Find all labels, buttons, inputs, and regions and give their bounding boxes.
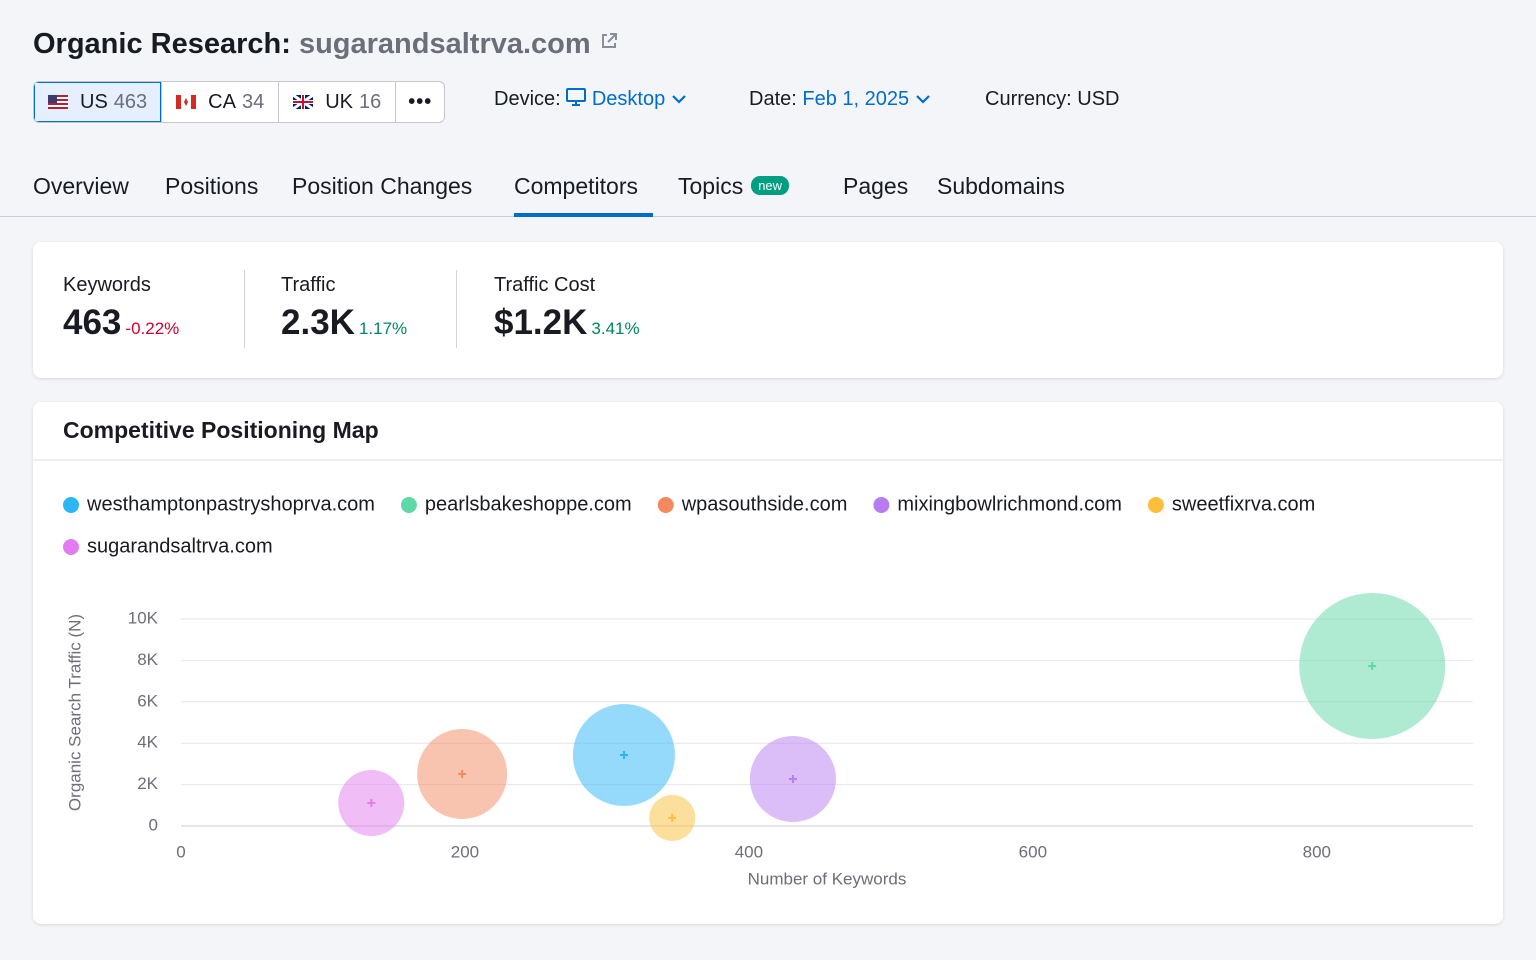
domain[interactable]: sugarandsaltrva.com <box>298 28 591 60</box>
stat-change: 3.41% <box>591 319 640 338</box>
legend-marker <box>657 497 674 513</box>
tab[interactable]: Positions <box>165 173 259 199</box>
tab[interactable]: Subdomains <box>937 173 1065 199</box>
y-tick-label: 8K <box>137 650 158 669</box>
more-databases[interactable]: ••• <box>408 90 433 113</box>
chart-title: Competitive Positioning Map <box>63 417 379 443</box>
legend-marker <box>63 497 79 513</box>
y-tick-label: 10K <box>128 608 159 627</box>
x-tick-label: 0 <box>176 842 185 861</box>
stat-value: 463 <box>63 303 122 342</box>
tab[interactable]: Overview <box>33 173 129 199</box>
stat: Traffic 2.3K 1.17% <box>281 274 407 343</box>
chart-card: Competitive Positioning Map 0 2K 4K 6K 8K 10K… <box>33 402 1503 924</box>
page-title: Organic Research: sugarandsaltrva.com <box>33 28 619 61</box>
legend-marker <box>1147 497 1164 513</box>
bubble-center <box>788 775 797 784</box>
separator <box>456 270 457 348</box>
stat-change: -0.22% <box>125 319 180 338</box>
legend-label: sweetfixrva.com <box>1172 493 1315 515</box>
db-count: 463 <box>113 90 148 113</box>
x-tick-label: 400 <box>735 842 763 861</box>
stat-label: Traffic Cost <box>494 274 596 296</box>
filter-label: Device: <box>494 88 561 110</box>
tab-label: Topics <box>678 173 744 199</box>
stat: Traffic Cost $1.2K 3.41% <box>494 274 640 343</box>
currency: Currency: USD <box>985 88 1120 110</box>
bubble-center <box>668 813 677 822</box>
db-code: UK <box>325 90 354 113</box>
device-filter[interactable]: Device: Desktop <box>494 88 687 111</box>
y-tick-label: 4K <box>137 733 158 752</box>
tab[interactable]: Topics new <box>678 173 790 200</box>
tab-active[interactable]: Competitors <box>514 173 638 199</box>
database-switcher: US 463 CA 34 UK 16 ••• <box>33 81 446 123</box>
stat-change: 1.17% <box>358 319 408 338</box>
y-tick-label: 0 <box>149 815 158 834</box>
x-tick-label: 800 <box>1303 842 1331 861</box>
legend-label: pearlsbakeshoppe.com <box>425 493 632 515</box>
title: Organic Research: <box>33 28 291 60</box>
db-code: US <box>80 90 108 113</box>
stat-value: $1.2K <box>494 303 588 342</box>
filter-value: Desktop <box>591 88 666 110</box>
tab[interactable]: Position Changes <box>292 173 473 199</box>
db-count: 34 <box>241 90 265 113</box>
stat-label: Traffic <box>281 274 336 296</box>
x-tick-label: 200 <box>451 842 479 861</box>
bubble-center <box>458 770 467 779</box>
filter-value: Feb 1, 2025 <box>802 88 910 110</box>
stat-label: Keywords <box>63 274 151 296</box>
external-link-icon[interactable] <box>599 31 619 51</box>
legend-marker <box>63 539 79 555</box>
legend-label: wpasouthside.com <box>681 493 848 515</box>
y-tick-label: 2K <box>137 774 158 793</box>
legend-marker <box>400 497 417 513</box>
bubble-center <box>367 799 376 808</box>
tab[interactable]: Pages <box>843 173 909 199</box>
db-code: CA <box>208 90 236 113</box>
legend-label: sugarandsaltrva.com <box>87 535 273 557</box>
filter-label: Date: <box>749 88 797 110</box>
legend-marker <box>873 497 890 513</box>
database-uk[interactable]: UK 16 <box>279 82 397 122</box>
db-count: 16 <box>359 90 382 113</box>
separator <box>244 270 245 348</box>
tab-underline <box>514 213 653 217</box>
x-axis-label: Number of Keywords <box>748 869 907 888</box>
date-filter[interactable]: Date: Feb 1, 2025 <box>749 88 931 111</box>
database-us[interactable]: US 463 <box>34 82 163 122</box>
x-tick-label: 600 <box>1019 842 1047 861</box>
stat: Keywords 463 -0.22% <box>63 274 179 343</box>
y-axis-label: Organic Search Traffic (N) <box>65 614 84 811</box>
y-tick-label: 6K <box>137 691 158 710</box>
legend-label: mixingbowlrichmond.com <box>897 493 1122 515</box>
bubble-center <box>619 750 628 759</box>
bubble-center <box>1368 661 1377 670</box>
tabs-divider <box>0 216 1536 217</box>
chart: Competitive Positioning Map 0 2K 4K 6K 8K 10K… <box>33 417 1503 888</box>
legend-label: westhamptonpastryshoprva.com <box>86 493 375 515</box>
badge: new <box>751 176 790 195</box>
stat-value: 2.3K <box>281 303 355 342</box>
database-ca[interactable]: CA 34 <box>162 82 280 122</box>
stats-card <box>33 242 1503 378</box>
